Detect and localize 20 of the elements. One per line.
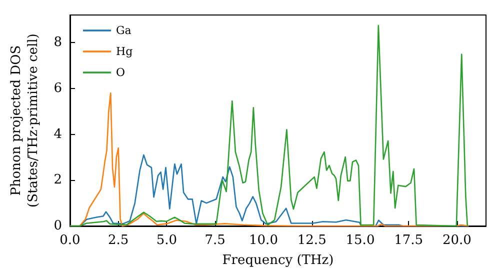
- x-axis-title: Frequency (THz): [222, 252, 334, 268]
- line-series: [69, 24, 468, 227]
- x-tick-label: 7.5: [204, 233, 226, 248]
- x-tick-label: 0.0: [60, 233, 80, 248]
- x-tick-label: 2.5: [108, 233, 129, 248]
- legend-label: Ga: [116, 24, 132, 37]
- legend-label: Hg: [116, 45, 133, 58]
- x-tick-label: 10.0: [249, 233, 278, 248]
- y-tick-label: 2: [54, 172, 62, 188]
- x-tick-label: 15.0: [346, 233, 375, 248]
- x-tick-label: 12.5: [297, 233, 326, 248]
- x-tick-label: 20.0: [442, 233, 472, 248]
- y-tick-label: 0: [54, 218, 62, 234]
- y-tick-label: 8: [54, 35, 62, 50]
- y-tick-label: 4: [54, 126, 62, 142]
- y-tick-label: 6: [54, 80, 62, 96]
- legend-label: O: [116, 66, 126, 79]
- x-tick-label: 17.5: [394, 233, 424, 248]
- x-tick-label: 5.0: [156, 233, 178, 248]
- y-axis-title: Phonon projected DOS (States/THz·primitive cell): [9, 33, 41, 208]
